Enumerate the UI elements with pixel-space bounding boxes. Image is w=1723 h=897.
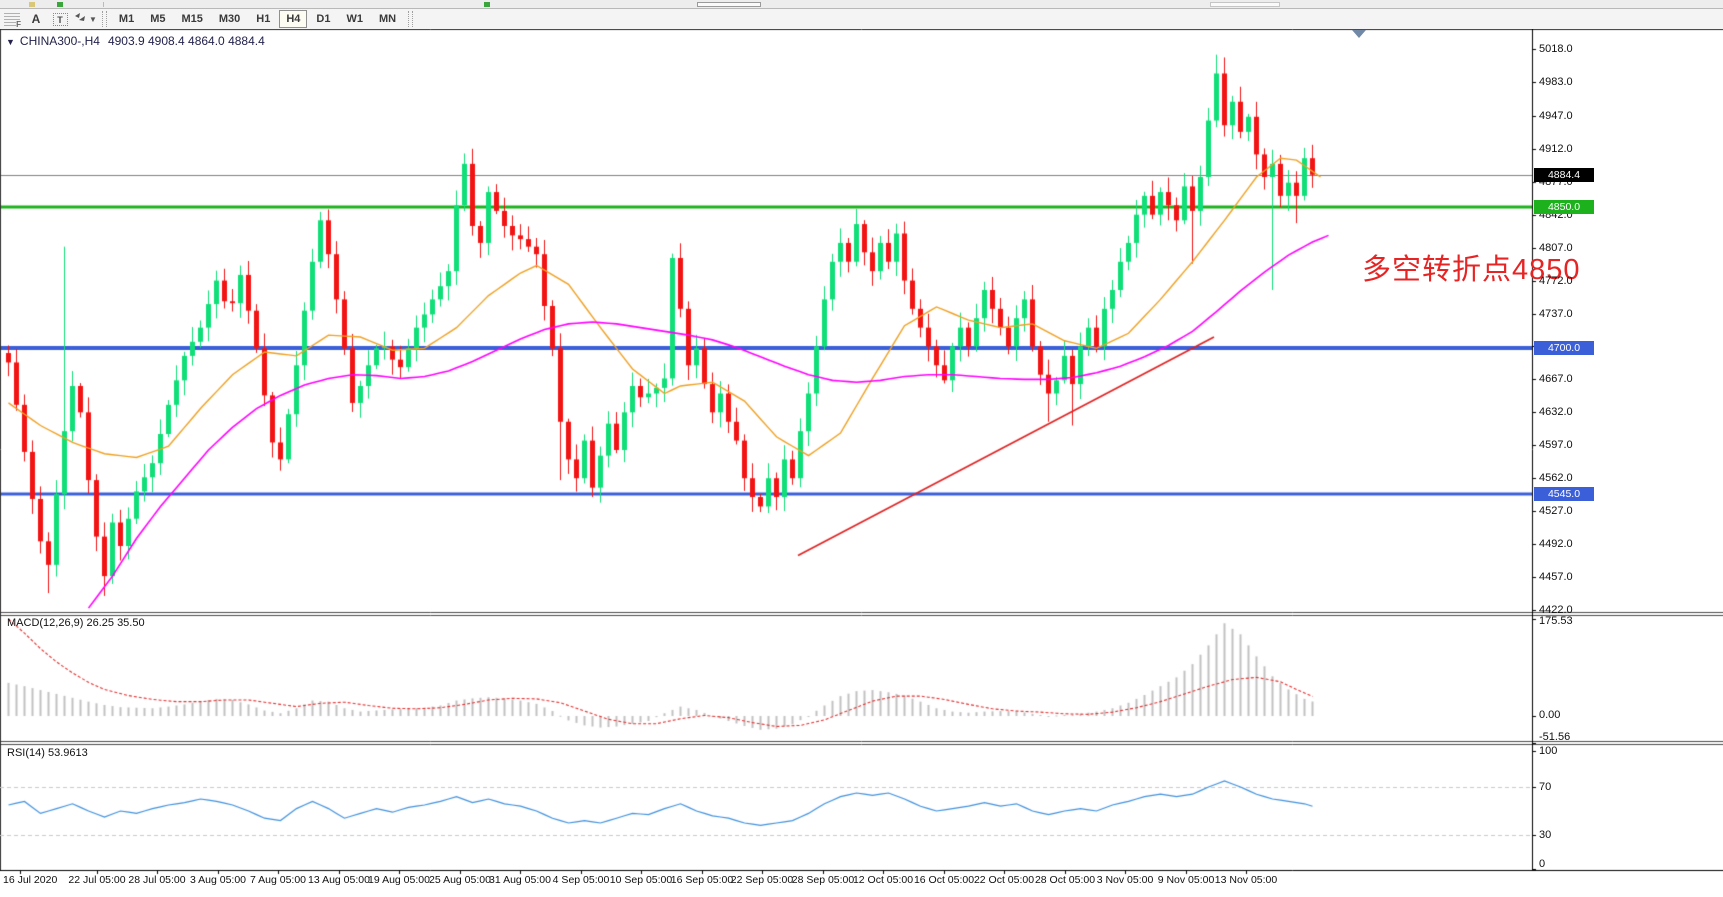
strip-icon-green [484, 2, 490, 7]
y-axis-tick: 4527.0 [1539, 505, 1573, 517]
symbol-period-label: CHINA300-,H4 [19, 34, 100, 48]
price-line-tag: 4850.0 [1534, 200, 1594, 214]
timeframe-button-m15[interactable]: M15 [181, 13, 203, 25]
price-line-tag: 4700.0 [1534, 341, 1594, 355]
x-axis-date-label: 10 Sep 05:00 [609, 874, 673, 886]
x-axis-date-label: 22 Oct 05:00 [973, 874, 1035, 886]
rsi-indicator-label: RSI(14) 53.9613 [7, 747, 88, 759]
strip-separator [103, 2, 104, 7]
drawing-tools-group: F A T ▼ [0, 9, 98, 29]
x-axis-date-label: 13 Aug 05:00 [308, 874, 370, 886]
y-axis-tick: 4597.0 [1539, 439, 1573, 451]
timeframe-button-m30[interactable]: M30 [218, 13, 241, 25]
y-axis-tick: 4422.0 [1539, 604, 1573, 616]
price-chart-canvas[interactable] [0, 29, 1723, 897]
rsi-axis-tick: 0 [1539, 858, 1546, 870]
x-axis-date-label: 3 Nov 05:00 [1096, 874, 1154, 886]
timeframe-button-mn[interactable]: MN [378, 13, 397, 25]
x-axis-date-label: 28 Oct 05:00 [1034, 874, 1096, 886]
timeframe-button-h4[interactable]: H4 [279, 10, 308, 28]
x-axis-date-label: 16 Sep 05:00 [670, 874, 734, 886]
x-axis-date-label: 9 Nov 05:00 [1157, 874, 1215, 886]
x-axis-date-label: 28 Jul 05:00 [128, 874, 186, 886]
macd-axis-tick: 175.53 [1539, 615, 1573, 627]
chart-window: ▼ CHINA300-,H4 4903.9 4908.4 4864.0 4884.4… [0, 29, 1723, 897]
y-axis-tick: 4667.0 [1539, 373, 1573, 385]
y-axis-tick: 5018.0 [1539, 43, 1573, 55]
rsi-axis-tick: 70 [1539, 781, 1552, 793]
x-axis-date-label: 22 Sep 05:00 [730, 874, 794, 886]
ohlc-quote-label: 4903.9 4908.4 4864.0 4884.4 [107, 34, 265, 48]
y-axis-tick: 4947.0 [1539, 110, 1573, 122]
price-line-tag: 4545.0 [1534, 487, 1594, 501]
y-axis-tick: 4562.0 [1539, 472, 1573, 484]
dropdown-caret-icon[interactable]: ▼ [89, 14, 97, 24]
x-axis-date-label: 19 Aug 05:00 [368, 874, 430, 886]
chart-title: ▼ CHINA300-,H4 4903.9 4908.4 4864.0 4884.4 [6, 34, 265, 48]
price-line-tag: 4884.4 [1534, 168, 1594, 182]
collapse-triangle-icon[interactable]: ▼ [6, 37, 15, 47]
rsi-axis-tick: 100 [1539, 745, 1558, 757]
timeframe-button-m1[interactable]: M1 [118, 13, 135, 25]
y-axis-tick: 4737.0 [1539, 308, 1573, 320]
y-axis-tick: 4772.0 [1539, 275, 1573, 287]
timeframe-button-m5[interactable]: M5 [150, 13, 166, 25]
timeframe-button-w1[interactable]: W1 [346, 13, 363, 25]
macd-axis-tick: 0.00 [1539, 709, 1561, 721]
x-axis-date-label: 3 Aug 05:00 [189, 874, 247, 886]
y-axis-tick: 4807.0 [1539, 242, 1573, 254]
x-axis-date-label: 28 Sep 05:00 [791, 874, 855, 886]
x-axis-date-label: 16 Jul 2020 [3, 874, 58, 886]
x-axis-date-label: 25 Aug 05:00 [429, 874, 491, 886]
scroll-to-end-icon[interactable] [1352, 30, 1366, 38]
y-axis-tick: 4632.0 [1539, 406, 1573, 418]
y-axis-tick: 4457.0 [1539, 571, 1573, 583]
chart-toolbar: F A T ▼ M1 M5 M15 M30 H1 H4 D1 W1 MN [0, 9, 1723, 29]
annotation-text: 多空转折点4850 [1362, 254, 1581, 286]
strip-box [697, 2, 761, 7]
text-box-icon[interactable]: T [49, 10, 71, 28]
toolbar-separator [101, 11, 107, 27]
strip-icon-green [57, 2, 63, 7]
macd-axis-tick: -51.56 [1539, 731, 1571, 743]
text-label-icon[interactable]: A [31, 12, 41, 26]
x-axis-date-label: 12 Oct 05:00 [852, 874, 914, 886]
timeframe-buttons-group: M1 M5 M15 M30 H1 H4 D1 W1 MN [111, 9, 404, 29]
rsi-axis-tick: 30 [1539, 829, 1552, 841]
strip-box [1210, 2, 1280, 7]
window-top-strip [0, 0, 1723, 9]
x-axis-date-label: 16 Oct 05:00 [913, 874, 975, 886]
y-axis-tick: 4912.0 [1539, 143, 1573, 155]
cursor-mode-icon[interactable]: ▼ [73, 10, 97, 28]
timeframe-button-h1[interactable]: H1 [256, 13, 271, 25]
y-axis-tick: 4492.0 [1539, 538, 1573, 550]
x-axis-date-label: 13 Nov 05:00 [1214, 874, 1278, 886]
timeframe-button-d1[interactable]: D1 [316, 13, 331, 25]
strip-icon-yellow [29, 2, 35, 7]
toolbar-separator [408, 11, 414, 27]
macd-indicator-label: MACD(12,26,9) 26.25 35.50 [7, 617, 145, 629]
x-axis-date-label: 7 Aug 05:00 [249, 874, 307, 886]
x-axis-date-label: 22 Jul 05:00 [68, 874, 126, 886]
indicator-list-icon[interactable]: F [1, 10, 23, 29]
y-axis-tick: 4983.0 [1539, 76, 1573, 88]
x-axis-date-label: 31 Aug 05:00 [489, 874, 551, 886]
x-axis-date-label: 4 Sep 05:00 [552, 874, 610, 886]
